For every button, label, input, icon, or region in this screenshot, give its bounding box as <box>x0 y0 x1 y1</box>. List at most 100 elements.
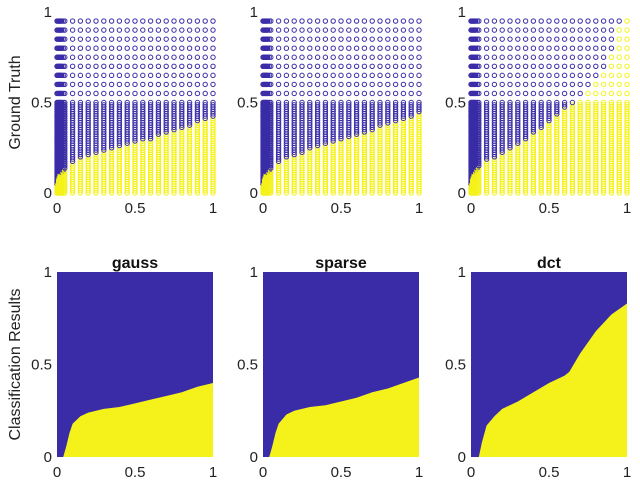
point-class-a <box>585 72 591 79</box>
point-class-a <box>476 27 482 33</box>
point-class-a <box>210 27 216 33</box>
point-class-a <box>93 45 99 51</box>
point-class-a <box>147 36 154 42</box>
point-class-a <box>171 72 177 79</box>
point-class-a <box>392 102 399 108</box>
point-class-a <box>116 36 123 42</box>
point-class-a <box>116 102 123 108</box>
point-class-a <box>546 63 552 70</box>
point-class-a <box>330 27 336 33</box>
point-class-a <box>346 63 352 70</box>
point-class-a <box>338 99 344 106</box>
point-class-a <box>530 102 537 108</box>
point-class-a <box>577 27 583 33</box>
x-tick-label: 1 <box>415 200 423 217</box>
point-class-a <box>202 90 208 97</box>
point-class-a <box>307 45 313 51</box>
point-class-a <box>101 27 107 33</box>
point-class-a <box>577 45 583 51</box>
point-class-b <box>624 63 630 70</box>
point-class-a <box>314 72 321 79</box>
point-class-a <box>522 36 529 42</box>
point-class-a <box>268 72 274 79</box>
point-class-a <box>291 63 297 70</box>
point-class-a <box>476 102 482 108</box>
point-class-a <box>69 54 76 60</box>
point-class-a <box>163 99 169 106</box>
point-class-a <box>210 18 216 24</box>
y-tick-label: 0 <box>250 449 258 466</box>
point-class-a <box>85 72 91 79</box>
point-class-a <box>338 18 344 24</box>
point-class-a <box>385 72 391 79</box>
point-class-a <box>499 102 505 108</box>
point-class-a <box>561 99 568 106</box>
point-class-a <box>147 63 154 70</box>
point-class-a <box>515 36 521 42</box>
point-class-a <box>377 99 383 106</box>
point-class-a <box>155 45 162 51</box>
point-class-a <box>140 90 146 97</box>
point-class-a <box>155 99 162 106</box>
x-tick-label: 0.5 <box>125 464 146 481</box>
point-class-a <box>62 63 68 70</box>
point-class-a <box>369 54 375 60</box>
point-class-a <box>338 90 344 97</box>
point-class-a <box>140 81 146 88</box>
point-class-a <box>322 72 329 79</box>
point-class-b <box>600 102 607 108</box>
point-class-a <box>546 81 552 88</box>
point-class-a <box>299 54 305 60</box>
point-class-a <box>483 72 490 79</box>
subplot-gauss-1: 0 0.5 1 0 0.5 1 gauss Classification Results <box>7 255 217 481</box>
point-class-a <box>554 63 560 70</box>
y-tick-label: 1 <box>44 4 52 21</box>
point-class-a <box>408 63 414 70</box>
point-class-a <box>546 99 552 106</box>
point-class-a <box>77 99 84 106</box>
point-class-a <box>77 90 84 97</box>
point-class-a <box>314 54 321 60</box>
point-class-a <box>171 54 177 60</box>
point-class-a <box>275 90 282 97</box>
point-class-b <box>616 27 622 33</box>
point-class-a <box>155 27 162 33</box>
point-class-a <box>85 54 91 60</box>
point-class-a <box>507 45 513 51</box>
point-class-a <box>522 102 529 108</box>
point-class-a <box>186 27 193 33</box>
point-class-a <box>69 27 76 33</box>
point-class-a <box>377 90 383 97</box>
point-class-a <box>62 54 68 60</box>
point-class-a <box>124 36 130 42</box>
point-class-a <box>140 63 146 70</box>
point-class-a <box>554 45 560 51</box>
point-class-a <box>530 54 537 60</box>
point-class-a <box>577 36 583 42</box>
point-class-b <box>624 102 630 108</box>
point-class-a <box>299 27 305 33</box>
point-class-a <box>353 72 360 79</box>
point-class-b <box>585 102 591 108</box>
point-class-a <box>179 63 185 70</box>
y-tick-label: 0.5 <box>237 95 258 112</box>
point-class-a <box>132 90 138 97</box>
point-class-a <box>408 102 414 108</box>
point-class-a <box>593 27 599 33</box>
point-class-a <box>385 81 391 88</box>
point-class-a <box>210 63 216 70</box>
point-class-a <box>147 27 154 33</box>
point-class-a <box>108 63 115 70</box>
point-class-a <box>507 102 513 108</box>
point-class-a <box>69 81 76 88</box>
point-class-a <box>561 36 568 42</box>
point-class-a <box>108 18 115 24</box>
point-class-a <box>283 90 290 97</box>
point-class-a <box>210 45 216 51</box>
point-class-a <box>530 99 537 106</box>
point-class-b <box>624 99 630 106</box>
point-class-a <box>385 27 391 33</box>
point-class-a <box>476 36 482 42</box>
point-class-a <box>338 36 344 42</box>
